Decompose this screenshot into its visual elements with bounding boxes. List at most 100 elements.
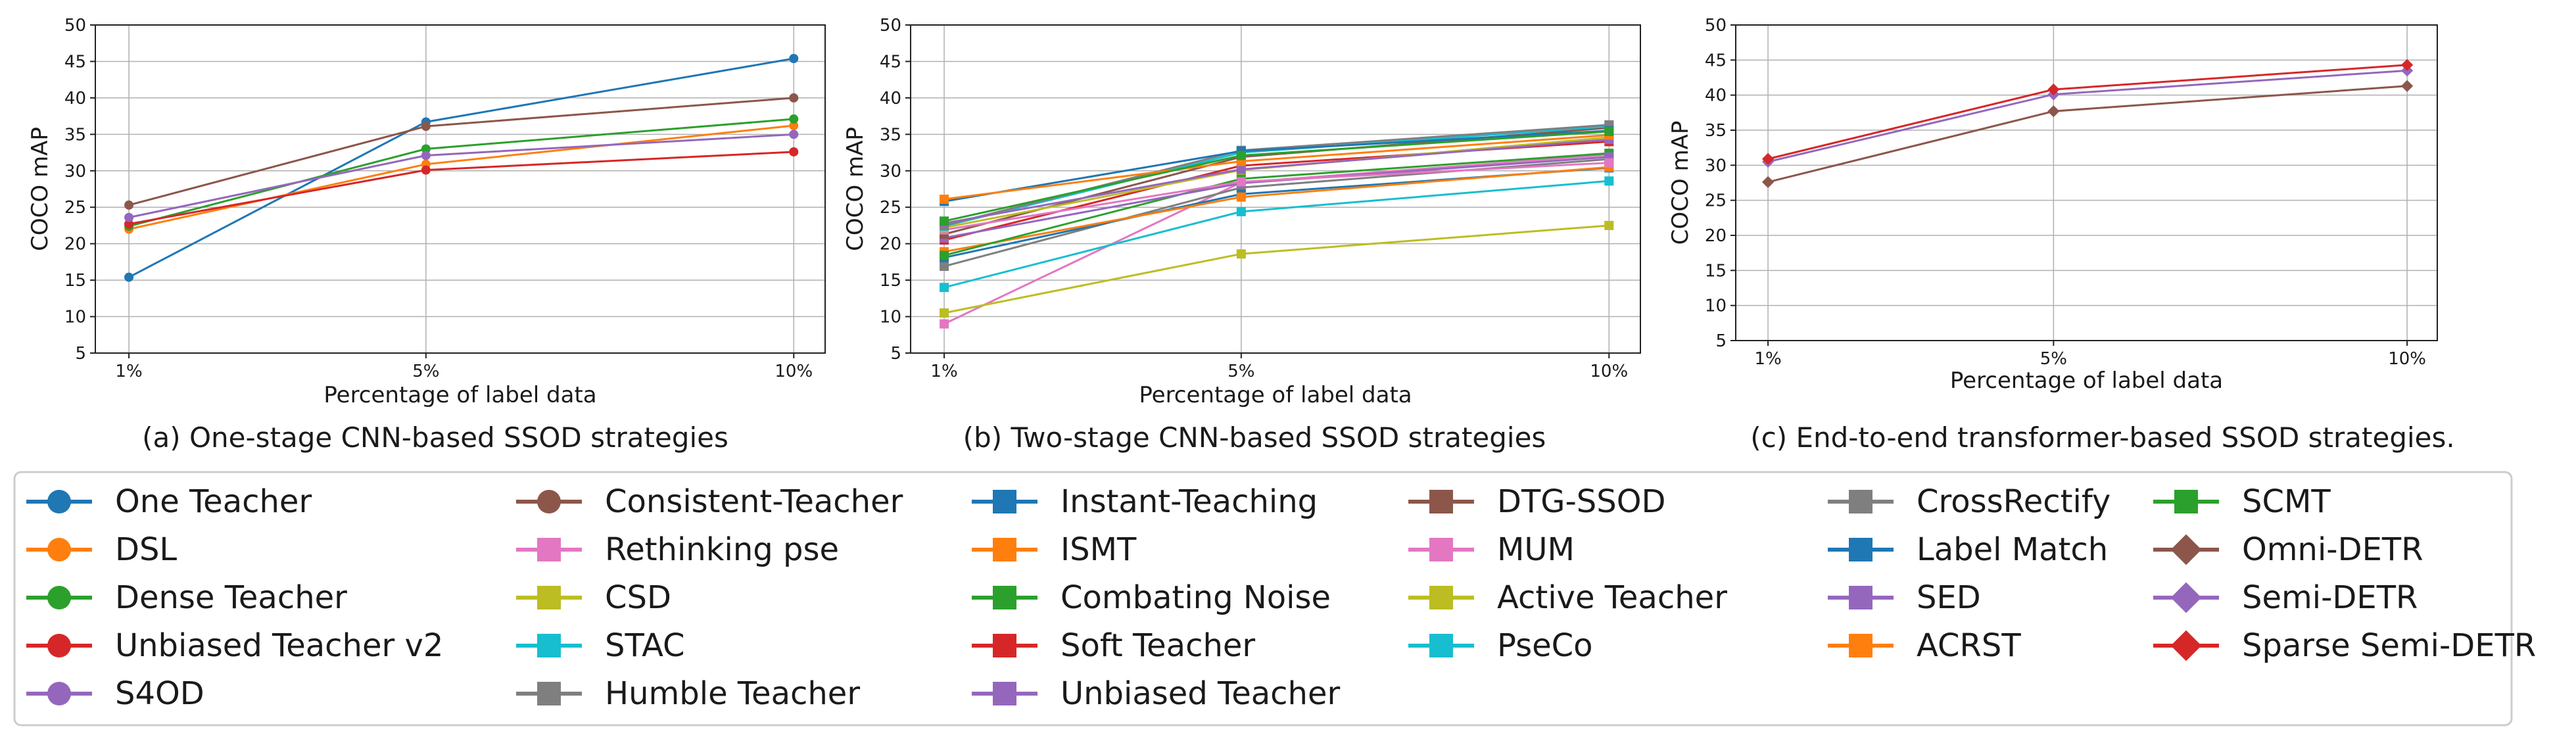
series-scmt (940, 126, 1614, 226)
y-tick-label: 25 (1705, 191, 1727, 211)
data-point (124, 219, 134, 229)
legend-item-dense-teacher: Dense Teacher (26, 579, 347, 616)
legend-marker (2170, 630, 2202, 661)
series-semi-detr (1761, 64, 2414, 168)
legend-marker (1849, 586, 1872, 609)
y-tick-label: 30 (1705, 156, 1727, 176)
data-point (1604, 158, 1614, 168)
y-tick-label: 35 (880, 125, 901, 145)
legend-label: Humble Teacher (605, 675, 860, 712)
x-tick-label: 5% (1228, 362, 1254, 381)
legend-label: Sparse Semi-DETR (2242, 627, 2536, 664)
y-tick-label: 25 (64, 198, 86, 218)
data-point (2047, 83, 2060, 96)
data-point (940, 308, 949, 318)
x-axis-label: Percentage of label data (1139, 382, 1412, 408)
legend-marker (47, 634, 71, 657)
chart-caption: (c) End-to-end transformer-based SSOD st… (1750, 421, 2455, 454)
series-unbiased-teacher-v2 (124, 147, 799, 229)
series-line (1767, 85, 2408, 183)
legend-item-pseco: PseCo (1408, 627, 1593, 664)
data-point (789, 114, 799, 124)
data-point (940, 195, 949, 204)
series-line (1767, 69, 2408, 163)
y-tick-label: 45 (880, 52, 901, 72)
legend-label: Soft Teacher (1061, 627, 1255, 664)
legend-marker (47, 490, 71, 513)
legend-item-humble-teacher: Humble Teacher (516, 675, 860, 712)
legend-marker (1429, 634, 1453, 657)
legend-label: ISMT (1061, 531, 1137, 568)
series-instant-teaching (940, 163, 1614, 262)
series-line (128, 97, 794, 206)
data-point (1236, 206, 1246, 216)
legend-item-csd: CSD (516, 579, 671, 616)
data-point (789, 147, 799, 156)
legend-item-acrst: ACRST (1828, 627, 2021, 664)
legend-label: MUM (1497, 531, 1575, 568)
data-point (940, 216, 949, 226)
legend-item-rethinking-pse: Rethinking pse (516, 531, 839, 568)
data-point (2401, 59, 2414, 71)
legend-label: One Teacher (115, 483, 312, 520)
y-axis-label: COCO mAP (842, 127, 869, 251)
y-tick-label: 20 (64, 235, 86, 254)
legend-label: Unbiased Teacher v2 (115, 627, 443, 664)
y-tick-label: 20 (1705, 226, 1727, 246)
y-tick-label: 5 (75, 344, 86, 364)
legend-label: STAC (605, 627, 685, 664)
legend-item-soft-teacher: Soft Teacher (972, 627, 1255, 664)
legend-label: DSL (115, 531, 177, 568)
x-tick-label: 1% (1754, 349, 1781, 369)
data-point (1236, 249, 1246, 259)
legend-item-one-teacher: One Teacher (26, 483, 312, 520)
x-axis-label: Percentage of label data (1950, 368, 2223, 394)
data-point (1236, 177, 1246, 187)
plot-frame (95, 24, 826, 354)
legend-item-mum: MUM (1408, 531, 1575, 568)
legend-item-dtg-ssod: DTG-SSOD (1408, 483, 1665, 520)
chart-c: 5 10 15 20 25 30 35 40 45 50 1% 5% 10% Percentage of … (1667, 16, 2455, 454)
y-tick-label: 10 (880, 308, 901, 327)
y-tick-label: 5 (1715, 331, 1727, 351)
legend-label: CSD (605, 579, 671, 616)
y-tick-label: 10 (1705, 297, 1727, 316)
series-dense-teacher (124, 114, 799, 231)
data-point (421, 165, 431, 175)
x-tick-label: 5% (412, 362, 439, 381)
legend-label: Active Teacher (1497, 579, 1727, 616)
y-tick-label: 50 (880, 16, 901, 36)
legend-marker (1429, 538, 1453, 561)
legend-marker (47, 586, 71, 609)
legend-label: Dense Teacher (115, 579, 347, 616)
data-point (124, 200, 134, 210)
legend-item-active-teacher: Active Teacher (1408, 579, 1727, 616)
chart-a: 5 10 15 20 25 30 35 40 45 50 1% 5% 10% Percentage of … (27, 16, 826, 454)
x-tick-label: 10% (2388, 349, 2426, 369)
legend-label: DTG-SSOD (1497, 483, 1665, 520)
legend-label: CrossRectify (1917, 483, 2111, 520)
legend-marker (993, 682, 1016, 705)
y-tick-label: 15 (880, 271, 901, 291)
legend-item-ismt: ISMT (972, 531, 1137, 568)
legend: One Teacher DSL Dense Teacher Unbiased Teac… (13, 471, 2536, 727)
series-line (943, 224, 1610, 314)
data-point (1236, 164, 1246, 174)
legend-item-stac: STAC (516, 627, 685, 664)
series-mum (940, 158, 1614, 235)
legend-marker (1429, 586, 1453, 609)
legend-label: PseCo (1497, 627, 1593, 664)
data-point (1236, 151, 1246, 160)
legend-label: Label Match (1917, 531, 2108, 568)
data-point (2047, 105, 2060, 118)
legend-label: ACRST (1917, 627, 2021, 664)
series-line (943, 156, 1610, 239)
x-tick-label: 10% (775, 362, 813, 381)
x-tick-label: 5% (2040, 349, 2067, 369)
data-point (789, 121, 799, 131)
series-line (128, 124, 794, 230)
x-tick-label: 1% (115, 362, 142, 381)
data-point (1761, 176, 1775, 189)
legend-marker (993, 586, 1016, 609)
